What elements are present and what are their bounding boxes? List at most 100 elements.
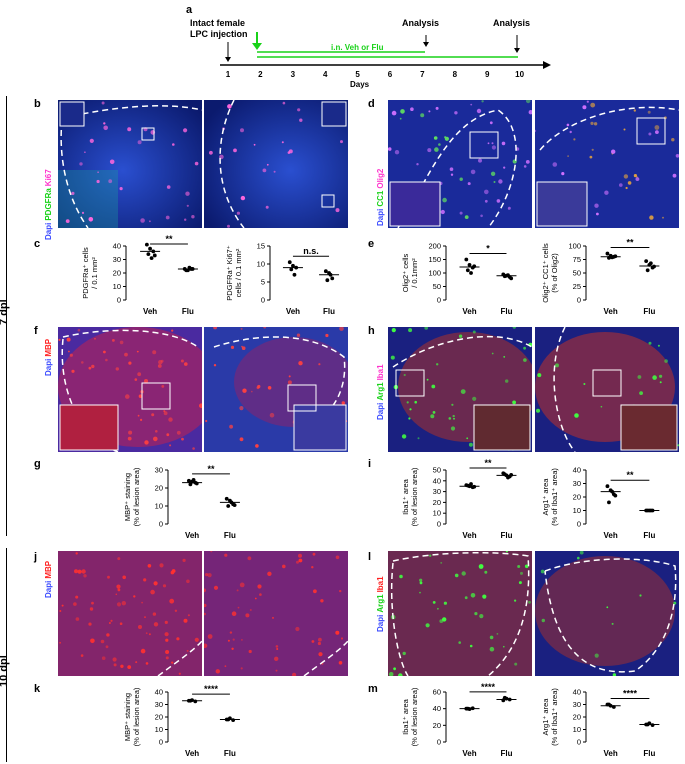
significance-label: **	[484, 458, 492, 468]
data-point	[190, 267, 195, 271]
micrograph-d-veh	[388, 100, 532, 228]
dpi10-divider	[6, 548, 7, 762]
category-label: Flu	[643, 749, 655, 758]
data-point	[465, 268, 470, 273]
y-tick-label: 40	[433, 704, 441, 713]
stain-l-2: Iba1	[376, 576, 385, 593]
panel-label-f: f	[34, 325, 38, 337]
stain-j-1: MBP	[44, 560, 53, 579]
data-point	[323, 269, 328, 274]
data-point	[226, 504, 231, 508]
data-point	[289, 267, 294, 272]
data-point	[144, 242, 149, 247]
data-point	[645, 268, 650, 273]
y-tick-label: 100	[568, 242, 581, 251]
y-tick-label: 20	[155, 484, 163, 493]
y-tick-label: 5	[261, 278, 265, 287]
y-tick-label: 60	[433, 688, 441, 697]
panel-label-a: a	[186, 4, 193, 16]
data-point	[146, 252, 151, 256]
significance-label: **	[165, 234, 173, 244]
y-tick-label: 30	[433, 487, 441, 496]
stain-h-0: Dapi	[376, 402, 385, 420]
category-label: Flu	[224, 749, 236, 758]
stain-label-b: DapiPDGFRaKi67	[44, 167, 53, 240]
category-label: Veh	[185, 749, 199, 758]
micrograph-j-veh	[58, 551, 202, 676]
y-tick-label: 10	[573, 725, 581, 734]
chart-c2: PDGFRa⁺ Ki67⁺ cells / 0.1 mm² 0 5 10 15 Veh Flu…	[225, 242, 340, 316]
y-axis-label: MBP⁺ staining	[123, 473, 132, 521]
data-point	[607, 255, 611, 260]
data-point	[650, 723, 655, 728]
category-label: Flu	[500, 531, 512, 540]
stain-d-2: Olig2	[376, 168, 385, 189]
y-axis-label: MBP⁺ staining	[123, 693, 132, 741]
day-tick-2: 2	[258, 70, 263, 79]
y-tick-label: 10	[257, 260, 265, 269]
y-tick-label: 200	[428, 242, 441, 251]
day-tick-6: 6	[387, 70, 393, 79]
days-label: Days	[350, 80, 370, 89]
data-point	[287, 260, 292, 265]
chart-c1: PDGFRa⁺ cells/ 0.1 mm² 0 10 20 30 40 Veh Flu **	[81, 234, 198, 316]
chart-k1: MBP⁺ staining (% of lesion area) 0 10 20 30 40…	[123, 684, 240, 758]
data-point	[191, 478, 196, 482]
y-tick-label: 20	[573, 493, 581, 502]
data-point	[506, 475, 510, 480]
timeline-diagram	[220, 32, 551, 69]
day-tick-4: 4	[322, 70, 328, 79]
y-tick-label: 20	[433, 498, 441, 507]
analysis-arrow-10-head	[514, 48, 520, 53]
chart-e1: Olig2⁺ cells/ 0.1mm² 0 50 100 150 200 Veh Flu *	[401, 242, 517, 316]
category-label: Flu	[182, 307, 194, 316]
treatment-start-arrow-head	[252, 43, 262, 50]
category-label: Veh	[604, 307, 618, 316]
stain-l-0: Dapi	[376, 614, 385, 632]
data-point	[465, 483, 470, 488]
data-point	[187, 265, 192, 270]
significance-label: *	[486, 244, 490, 254]
y-tick-label: 30	[113, 255, 121, 264]
data-point	[509, 276, 514, 281]
day-tick-8: 8	[452, 70, 458, 79]
y-tick-label: 30	[155, 700, 163, 709]
micrograph-h-flu	[535, 327, 679, 452]
data-point	[184, 268, 189, 273]
category-label: Flu	[500, 307, 512, 316]
stain-h-1: Arg1	[376, 382, 385, 401]
panel-label-b: b	[34, 98, 41, 110]
data-point	[148, 246, 152, 251]
micrograph-f-veh	[58, 327, 202, 452]
significance-label: ****	[204, 684, 219, 694]
day-tick-7: 7	[420, 70, 425, 79]
micrograph-h-veh	[388, 327, 532, 452]
day-tick-1: 1	[225, 70, 231, 79]
data-point	[607, 500, 611, 505]
y-tick-label: 20	[155, 713, 163, 722]
y-tick-label: 30	[155, 466, 163, 475]
y-tick-label: 10	[155, 725, 163, 734]
stain-j-0: Dapi	[44, 580, 53, 598]
chart-m2: Arg1⁺ area (% of Iba1⁺ area) 0 10 20 30 40 Veh F…	[541, 688, 660, 758]
data-point	[607, 702, 611, 707]
category-label: Flu	[323, 307, 335, 316]
panel-label-i: i	[368, 458, 372, 470]
data-point	[291, 263, 295, 268]
stain-label-h: DapiArg1Iba1	[376, 362, 385, 420]
y-axis-label: (% of Iba1⁺ area)	[550, 688, 559, 746]
chart-g1: MBP⁺ staining (% of lesion area) 0 10 20 30 Ve…	[123, 464, 240, 540]
y-tick-label: 30	[573, 479, 581, 488]
y-tick-label: 75	[573, 255, 581, 264]
y-tick-label: 15	[257, 242, 265, 251]
data-point	[292, 272, 297, 277]
timeline-intro: Intact female LPC injection	[190, 18, 248, 40]
chart-e2: Olig2⁺ CC1⁺ cells (% of Olig2) 0 25 50 75 100 V…	[541, 238, 660, 316]
category-label: Flu	[643, 307, 655, 316]
y-tick-label: 40	[433, 476, 441, 485]
day-tick-3: 3	[290, 70, 296, 79]
data-point	[464, 257, 469, 262]
micrograph-l-veh	[388, 551, 532, 676]
micrograph-d-flu	[535, 100, 679, 228]
data-point	[231, 718, 236, 723]
